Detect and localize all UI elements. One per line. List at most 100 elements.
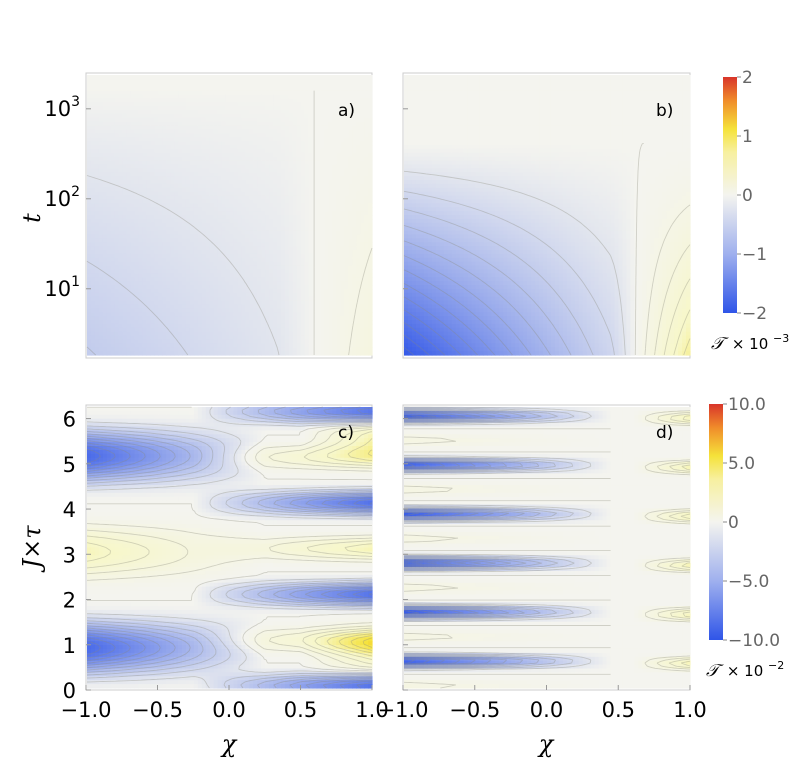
hm-a-cell <box>142 114 147 118</box>
hm-a-cell <box>245 254 250 258</box>
hm-a-cell <box>142 91 147 95</box>
hm-a-cell <box>154 196 159 200</box>
hm-a-cell <box>222 246 227 250</box>
hm-a-cell <box>328 102 333 106</box>
hm-a-cell <box>202 118 207 122</box>
hm-a-cell <box>245 199 250 203</box>
hm-a-cell <box>210 339 215 343</box>
hm-a-cell <box>135 180 140 184</box>
hm-a-cell <box>233 118 238 122</box>
hm-a-cell <box>123 242 128 246</box>
hm-a-cell <box>186 254 191 258</box>
hm-a-cell <box>218 153 223 157</box>
hm-a-cell <box>277 94 282 98</box>
hm-a-cell <box>131 122 136 126</box>
hm-a-cell <box>142 102 147 106</box>
hm-a-cell <box>218 304 223 308</box>
hm-a-cell <box>340 312 345 316</box>
hm-a-cell <box>206 293 211 297</box>
hm-a-cell <box>99 281 104 285</box>
hm-a-cell <box>309 262 314 266</box>
hm-a-cell <box>198 285 203 289</box>
hm-a-cell <box>190 164 195 168</box>
hm-a-cell <box>237 215 242 219</box>
hm-a-cell <box>178 157 183 161</box>
hm-a-cell <box>87 273 92 277</box>
hm-a-cell <box>269 188 274 192</box>
hm-a-cell <box>206 149 211 153</box>
hm-a-cell <box>150 281 155 285</box>
hm-a-cell <box>285 297 290 301</box>
hm-a-cell <box>305 332 310 336</box>
hm-a-cell <box>190 269 195 273</box>
hm-a-cell <box>325 215 330 219</box>
hm-a-cell <box>214 308 219 312</box>
hm-a-cell <box>131 157 136 161</box>
hm-a-cell <box>249 215 254 219</box>
hm-a-cell <box>103 316 108 320</box>
hm-a-cell <box>162 266 167 270</box>
hm-a-cell <box>336 149 341 153</box>
hm-a-cell <box>186 118 191 122</box>
hm-a-cell <box>119 157 124 161</box>
hm-a-cell <box>237 324 242 328</box>
hm-a-cell <box>210 351 215 355</box>
hm-a-cell <box>285 308 290 312</box>
hm-a-cell <box>293 133 298 137</box>
hm-a-cell <box>115 145 120 149</box>
hm-a-cell <box>210 231 215 235</box>
hm-a-cell <box>107 285 112 289</box>
hm-a-cell <box>87 289 92 293</box>
hm-a-cell <box>305 304 310 308</box>
hm-a-cell <box>174 164 179 168</box>
hm-a-cell <box>328 184 333 188</box>
hm-a-cell <box>245 246 250 250</box>
hm-a-cell <box>328 114 333 118</box>
hm-a-cell <box>301 87 306 91</box>
hm-a-cell <box>91 289 96 293</box>
hm-a-cell <box>158 238 163 242</box>
hm-a-cell <box>174 137 179 141</box>
hm-a-cell <box>336 126 341 130</box>
hm-a-cell <box>273 133 278 137</box>
hm-a-cell <box>131 203 136 207</box>
hm-a-cell <box>222 238 227 242</box>
hm-a-cell <box>332 184 337 188</box>
hm-a-cell <box>269 285 274 289</box>
hm-a-cell <box>305 122 310 126</box>
hm-a-cell <box>253 273 258 277</box>
hm-a-cell <box>194 196 199 200</box>
hm-a-cell <box>190 254 195 258</box>
hm-a-cell <box>336 258 341 262</box>
hm-a-cell <box>277 258 282 262</box>
hm-a-cell <box>336 343 341 347</box>
hm-a-cell <box>293 223 298 227</box>
hm-a-cell <box>135 258 140 262</box>
hm-a-cell <box>230 149 235 153</box>
hm-a-cell <box>162 289 167 293</box>
hm-a-cell <box>202 227 207 231</box>
hm-a-cell <box>166 231 171 235</box>
hm-a-cell <box>305 176 310 180</box>
hm-a-cell <box>313 316 318 320</box>
hm-a-cell <box>293 269 298 273</box>
hm-a-cell <box>95 203 100 207</box>
hm-a-cell <box>107 126 112 130</box>
hm-a-cell <box>305 215 310 219</box>
hm-a-cell <box>281 184 286 188</box>
hm-a-cell <box>206 219 211 223</box>
hm-a-cell <box>127 281 132 285</box>
hm-a-cell <box>289 266 294 270</box>
hm-a-cell <box>309 126 314 130</box>
hm-a-cell <box>123 231 128 235</box>
hm-a-cell <box>194 114 199 118</box>
hm-a-cell <box>103 184 108 188</box>
hm-a-cell <box>146 219 151 223</box>
hm-a-cell <box>253 106 258 110</box>
hm-a-cell <box>146 192 151 196</box>
hm-a-cell <box>131 258 136 262</box>
hm-a-cell <box>309 324 314 328</box>
hm-a-cell <box>269 301 274 305</box>
hm-a-cell <box>277 133 282 137</box>
hm-a-cell <box>150 168 155 172</box>
